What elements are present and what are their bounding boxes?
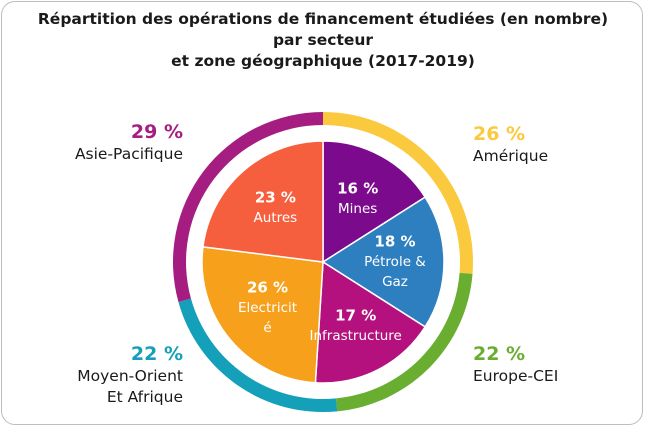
pie-slice-electricite [201, 246, 324, 384]
pie-slice-mines [322, 140, 426, 263]
europe-pct: 22 % [473, 343, 526, 365]
ring-segment-amerique [323, 112, 473, 274]
europe-name: Europe-CEI [473, 367, 559, 385]
slice-name-petrole-gaz-2: Gaz [382, 274, 408, 290]
ring-segment-moyen-orient-et-afrique [178, 298, 338, 412]
legend-europe-cei: 22 % Europe-CEI [473, 342, 633, 387]
slice-pct-mines: 16 % [337, 179, 378, 197]
slice-pct-infrastructure: 17 % [335, 307, 376, 325]
slice-pct-petrole-gaz: 18 % [374, 233, 415, 251]
slice-name-electricite-2: é [263, 320, 271, 336]
slice-name-mines-1: Mines [338, 201, 377, 217]
legend-moyen-orient: 22 % Moyen-Orient Et Afrique [20, 342, 183, 408]
chart-title: Répartition des opérations de financemen… [0, 9, 646, 72]
legend-asie-pacifique: 29 % Asie-Pacifique [20, 120, 183, 165]
legend-amerique: 26 % Amérique [473, 122, 633, 167]
asie-pct: 29 % [130, 121, 183, 143]
pie-slice-autres [202, 140, 324, 263]
slice-name-petrole-gaz-1: Pétrole & [364, 254, 426, 270]
amerique-name: Amérique [473, 147, 549, 165]
pie-slice-petrole-gaz [322, 196, 445, 328]
asie-name: Asie-Pacifique [74, 145, 183, 163]
slice-pct-electricite: 26 % [247, 278, 288, 296]
moyen-orient-name-2: Et Afrique [106, 388, 183, 406]
moyen-orient-name-1: Moyen-Orient [77, 367, 183, 385]
pie-slice-infrastructure [314, 261, 426, 384]
title-line-3: et zone géographique (2017-2019) [171, 52, 475, 70]
title-line-1: Répartition des opérations de financemen… [37, 10, 609, 28]
title-line-2: par secteur [272, 31, 374, 49]
slice-name-autres-1: Autres [254, 210, 298, 226]
slice-pct-autres: 23 % [255, 188, 296, 206]
slice-name-infrastructure-1: Infrastructure [309, 328, 401, 344]
ring-segment-europe-cei [336, 272, 473, 412]
amerique-pct: 26 % [473, 123, 526, 145]
slice-name-electricite-1: Electricit [238, 300, 297, 316]
moyen-orient-pct: 22 % [130, 343, 183, 365]
